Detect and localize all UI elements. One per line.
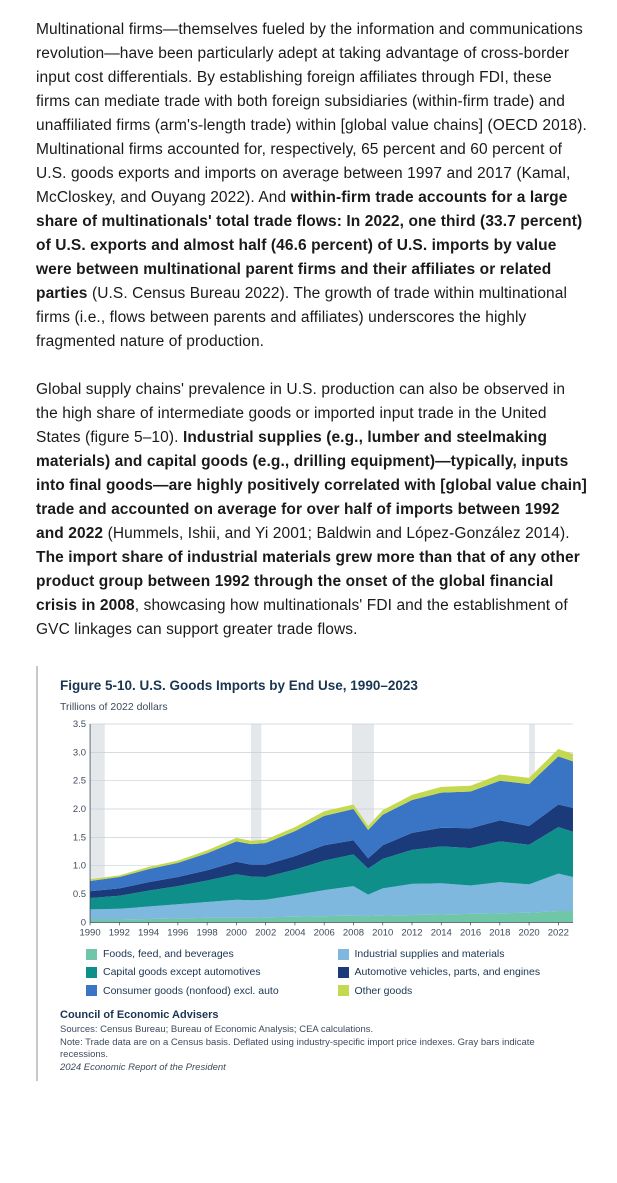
legend-item-industrial: Industrial supplies and materials — [338, 946, 582, 962]
legend-item-consumer: Consumer goods (nonfood) excl. auto — [86, 983, 330, 999]
legend-swatch — [338, 985, 349, 996]
svg-text:1994: 1994 — [138, 927, 159, 938]
legend-label: Capital goods except automotives — [103, 964, 261, 980]
svg-text:2016: 2016 — [460, 927, 481, 938]
svg-text:2008: 2008 — [343, 927, 364, 938]
legend-label: Consumer goods (nonfood) excl. auto — [103, 983, 279, 999]
para1-seg1: Multinational firms—themselves fueled by… — [36, 21, 587, 206]
paragraph-2: Global supply chains' prevalence in U.S.… — [36, 378, 587, 642]
legend-label: Other goods — [355, 983, 413, 999]
svg-text:1996: 1996 — [167, 927, 188, 938]
council-label: Council of Economic Advisers — [60, 1007, 581, 1024]
svg-text:0.5: 0.5 — [73, 889, 86, 900]
svg-text:2006: 2006 — [314, 927, 335, 938]
svg-text:2012: 2012 — [401, 927, 422, 938]
para2-seg2: (Hummels, Ishii, and Yi 2001; Baldwin an… — [103, 525, 570, 542]
legend-item-foods: Foods, feed, and beverages — [86, 946, 330, 962]
chart-legend: Foods, feed, and beverages Industrial sup… — [60, 940, 581, 1003]
figure-subtitle: Trillions of 2022 dollars — [60, 699, 581, 715]
svg-text:2.5: 2.5 — [73, 775, 86, 786]
svg-text:2014: 2014 — [431, 927, 452, 938]
stacked-area-chart: 00.51.01.52.02.53.03.5199019921994199619… — [60, 720, 581, 940]
legend-swatch — [86, 949, 97, 960]
legend-label: Foods, feed, and beverages — [103, 946, 234, 962]
svg-text:2018: 2018 — [489, 927, 510, 938]
svg-text:2002: 2002 — [255, 927, 276, 938]
legend-swatch — [338, 967, 349, 978]
legend-label: Automotive vehicles, parts, and engines — [355, 964, 541, 980]
legend-label: Industrial supplies and materials — [355, 946, 505, 962]
svg-text:2000: 2000 — [226, 927, 247, 938]
legend-swatch — [86, 985, 97, 996]
legend-swatch — [86, 967, 97, 978]
svg-text:2004: 2004 — [284, 927, 305, 938]
legend-item-automotive: Automotive vehicles, parts, and engines — [338, 964, 582, 980]
legend-item-other: Other goods — [338, 983, 582, 999]
figure-report: 2024 Economic Report of the President — [60, 1062, 226, 1073]
svg-text:3.5: 3.5 — [73, 720, 86, 730]
svg-text:1990: 1990 — [79, 927, 100, 938]
svg-text:3.0: 3.0 — [73, 747, 86, 758]
para1-seg2: (U.S. Census Bureau 2022). The growth of… — [36, 285, 567, 350]
svg-text:1998: 1998 — [197, 927, 218, 938]
svg-text:2010: 2010 — [372, 927, 393, 938]
figure-5-10: Figure 5-10. U.S. Goods Imports by End U… — [36, 666, 587, 1081]
legend-item-capital: Capital goods except automotives — [86, 964, 330, 980]
paragraph-1: Multinational firms—themselves fueled by… — [36, 18, 587, 354]
legend-swatch — [338, 949, 349, 960]
svg-text:1.0: 1.0 — [73, 860, 86, 871]
figure-title: Figure 5-10. U.S. Goods Imports by End U… — [60, 676, 581, 697]
svg-text:2020: 2020 — [519, 927, 540, 938]
svg-text:1992: 1992 — [109, 927, 130, 938]
svg-text:1.5: 1.5 — [73, 832, 86, 843]
svg-text:2.0: 2.0 — [73, 804, 86, 815]
svg-text:2022: 2022 — [548, 927, 569, 938]
figure-note: Note: Trade data are on a Census basis. … — [60, 1037, 581, 1063]
figure-sources: Sources: Census Bureau; Bureau of Econom… — [60, 1024, 581, 1037]
